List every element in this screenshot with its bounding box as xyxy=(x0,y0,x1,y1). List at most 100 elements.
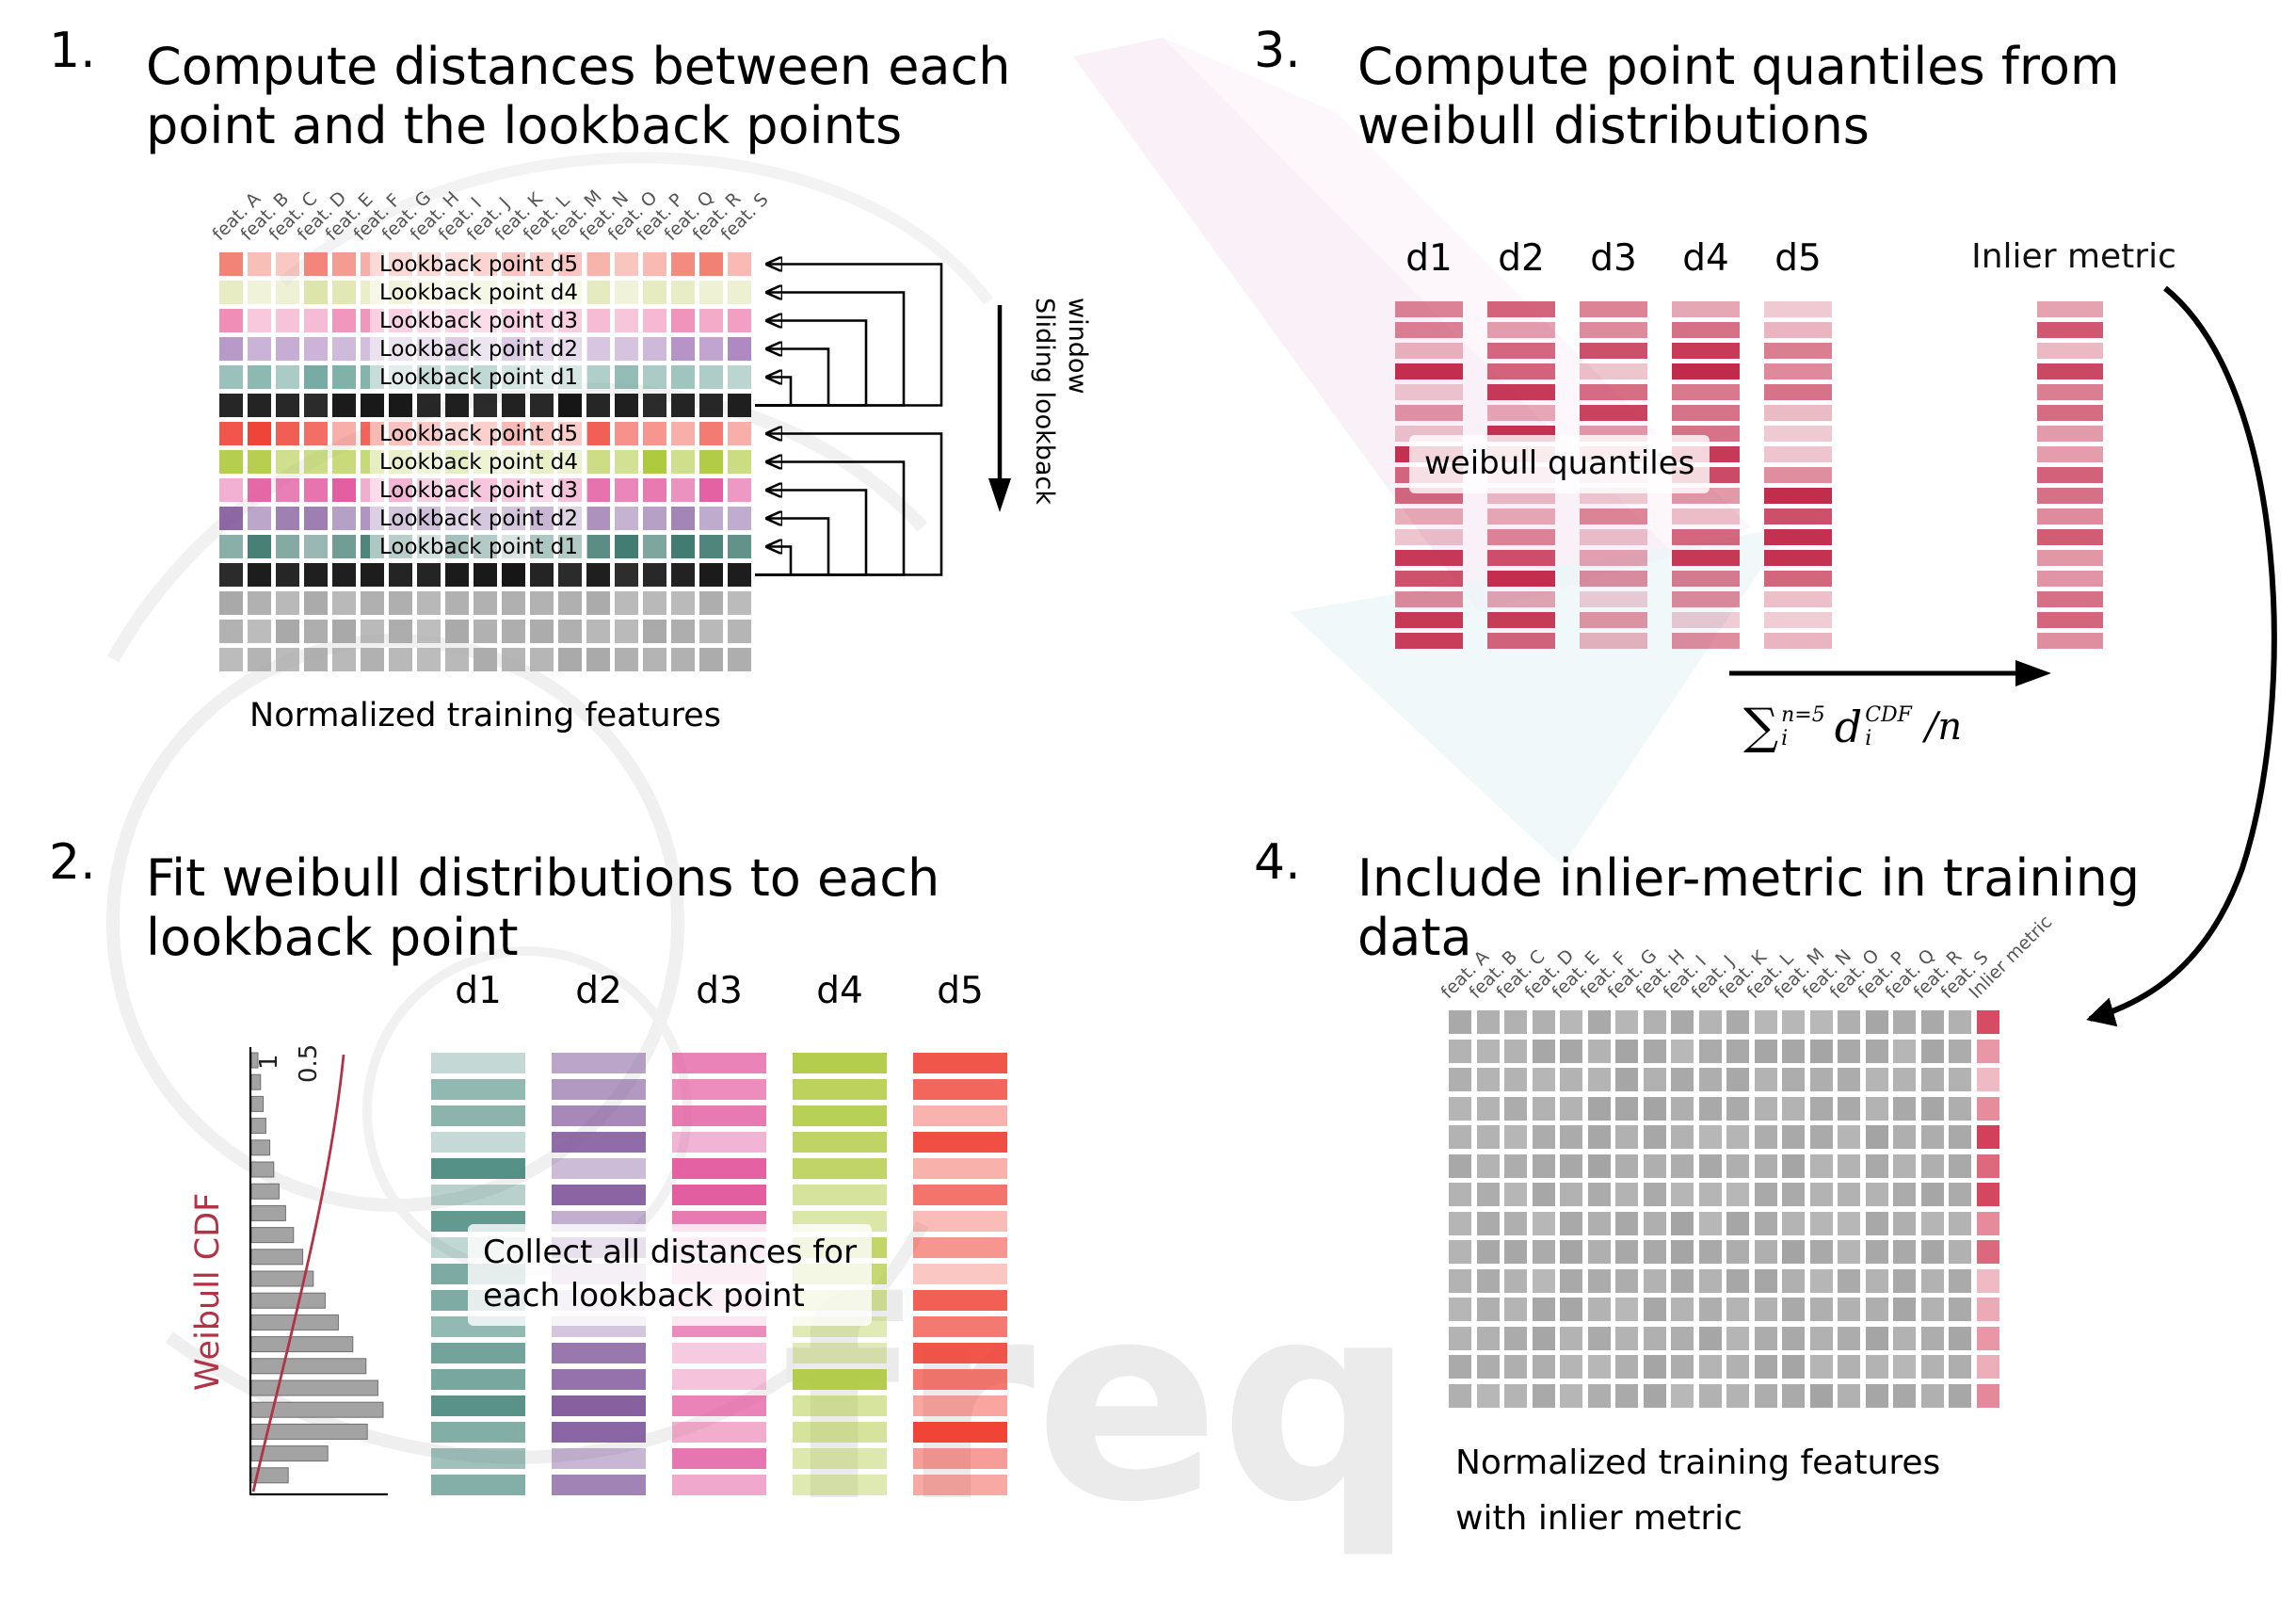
quantile-bar xyxy=(1580,633,1647,649)
distance-bar xyxy=(913,1422,1007,1443)
feature-cell xyxy=(276,450,299,474)
feature-cell xyxy=(1532,1096,1555,1121)
feature-cell xyxy=(276,394,299,417)
feature-cell xyxy=(474,591,497,615)
feature-cell xyxy=(474,648,497,671)
inlier-cell xyxy=(1976,1240,1999,1264)
feature-cell xyxy=(248,281,271,304)
distance-bar xyxy=(672,1053,766,1073)
feature-cell xyxy=(1726,1383,1749,1408)
feature-cell xyxy=(530,394,554,417)
sliding-window-label: Sliding lookback window xyxy=(1028,298,1094,505)
feature-cell xyxy=(474,620,497,643)
feature-cell xyxy=(615,365,638,389)
feature-cell xyxy=(1504,1355,1527,1379)
histogram-bar xyxy=(250,1249,304,1266)
feature-cell xyxy=(1476,1039,1500,1063)
feature-cell xyxy=(332,365,356,389)
feature-cell xyxy=(389,563,412,587)
quantile-bar xyxy=(1395,529,1463,545)
feature-cell xyxy=(1838,1153,1860,1178)
distance-bar xyxy=(793,1053,887,1073)
distance-bar xyxy=(431,1079,525,1100)
quantile-bar xyxy=(1487,384,1555,400)
feature-cell xyxy=(1920,1068,1944,1091)
feature-cell xyxy=(445,591,469,615)
feature-cell xyxy=(1615,1096,1638,1121)
step-4-number: 4. xyxy=(1254,834,1301,891)
feature-cell xyxy=(1476,1268,1500,1293)
feature-cell xyxy=(728,422,751,445)
step-2-title: Fit weibull distributions to each lookba… xyxy=(146,848,940,967)
feature-cell xyxy=(361,648,384,671)
feature-cell xyxy=(1782,1326,1805,1350)
inlier-cell xyxy=(1976,1068,1999,1091)
training-row xyxy=(1449,1010,2004,1034)
cdf-tick-1: 1 xyxy=(255,1054,283,1070)
feature-cell xyxy=(1643,1039,1666,1063)
feature-cell xyxy=(558,394,582,417)
feature-cell xyxy=(1560,1039,1582,1063)
feature-cell xyxy=(304,252,328,276)
distance-bar xyxy=(913,1448,1007,1469)
distance-bar xyxy=(913,1343,1007,1363)
histogram-bar xyxy=(250,1139,271,1156)
feature-cell xyxy=(586,337,610,361)
distance-bar xyxy=(913,1264,1007,1284)
feature-cell xyxy=(1532,1010,1555,1034)
feature-cell xyxy=(643,563,666,587)
feature-cell xyxy=(474,394,497,417)
distance-arrow xyxy=(755,547,793,576)
feature-cell xyxy=(1893,1383,1916,1408)
feature-cell xyxy=(530,620,554,643)
quantile-bar xyxy=(1487,571,1555,587)
distance-bar xyxy=(552,1185,646,1205)
feature-cell xyxy=(1643,1211,1666,1235)
distance-bar xyxy=(793,1343,887,1363)
quantile-bar xyxy=(1764,405,1832,421)
histogram-bar xyxy=(250,1358,367,1375)
feature-cell xyxy=(1671,1125,1694,1149)
distance-bar xyxy=(793,1369,887,1390)
distance-bar xyxy=(672,1343,766,1363)
feature-cell xyxy=(1587,1240,1611,1264)
feature-cell xyxy=(1560,1268,1582,1293)
feature-cell xyxy=(332,535,356,558)
p1-caption: Normalized training features xyxy=(249,697,721,734)
inlier-metric-bar xyxy=(2037,488,2103,504)
feature-cell xyxy=(643,337,666,361)
lookback-row-label: Lookback point d3 xyxy=(370,307,588,334)
step-3-number: 3. xyxy=(1254,23,1301,79)
feature-cell xyxy=(1698,1355,1722,1379)
feature-cell xyxy=(1560,1125,1582,1149)
sigma-symbol: ∑ xyxy=(1743,699,1779,755)
feature-cell xyxy=(643,309,666,332)
feature-cell xyxy=(1893,1125,1916,1149)
feature-cell xyxy=(1476,1068,1500,1091)
histogram-bar xyxy=(250,1118,266,1135)
feature-cell xyxy=(276,591,299,615)
feature-cell xyxy=(1949,1383,1971,1408)
sliding-label-line: Sliding lookback xyxy=(1030,298,1060,505)
feature-cell xyxy=(1671,1183,1694,1206)
quantile-bar xyxy=(1764,612,1832,628)
feature-cell xyxy=(1449,1010,1471,1034)
quantile-bar xyxy=(1764,363,1832,379)
title-line: data xyxy=(1357,907,1472,967)
feature-cell xyxy=(1671,1355,1694,1379)
title-line: Include inlier-metric in training xyxy=(1357,848,2141,908)
title-line: Fit weibull distributions to each xyxy=(146,848,940,908)
feature-cell xyxy=(558,648,582,671)
distance-bar xyxy=(672,1079,766,1100)
feature-cell xyxy=(1671,1383,1694,1408)
feature-cell xyxy=(1920,1240,1944,1264)
feature-cell xyxy=(1615,1268,1638,1293)
feature-cell xyxy=(1838,1010,1860,1034)
feature-cell xyxy=(699,535,723,558)
feature-cell xyxy=(671,281,695,304)
inlier-metric-bar xyxy=(2037,633,2103,649)
feature-cell xyxy=(671,450,695,474)
feature-cell xyxy=(1782,1010,1805,1034)
feature-cell xyxy=(1920,1355,1944,1379)
feature-cell xyxy=(1476,1211,1500,1235)
